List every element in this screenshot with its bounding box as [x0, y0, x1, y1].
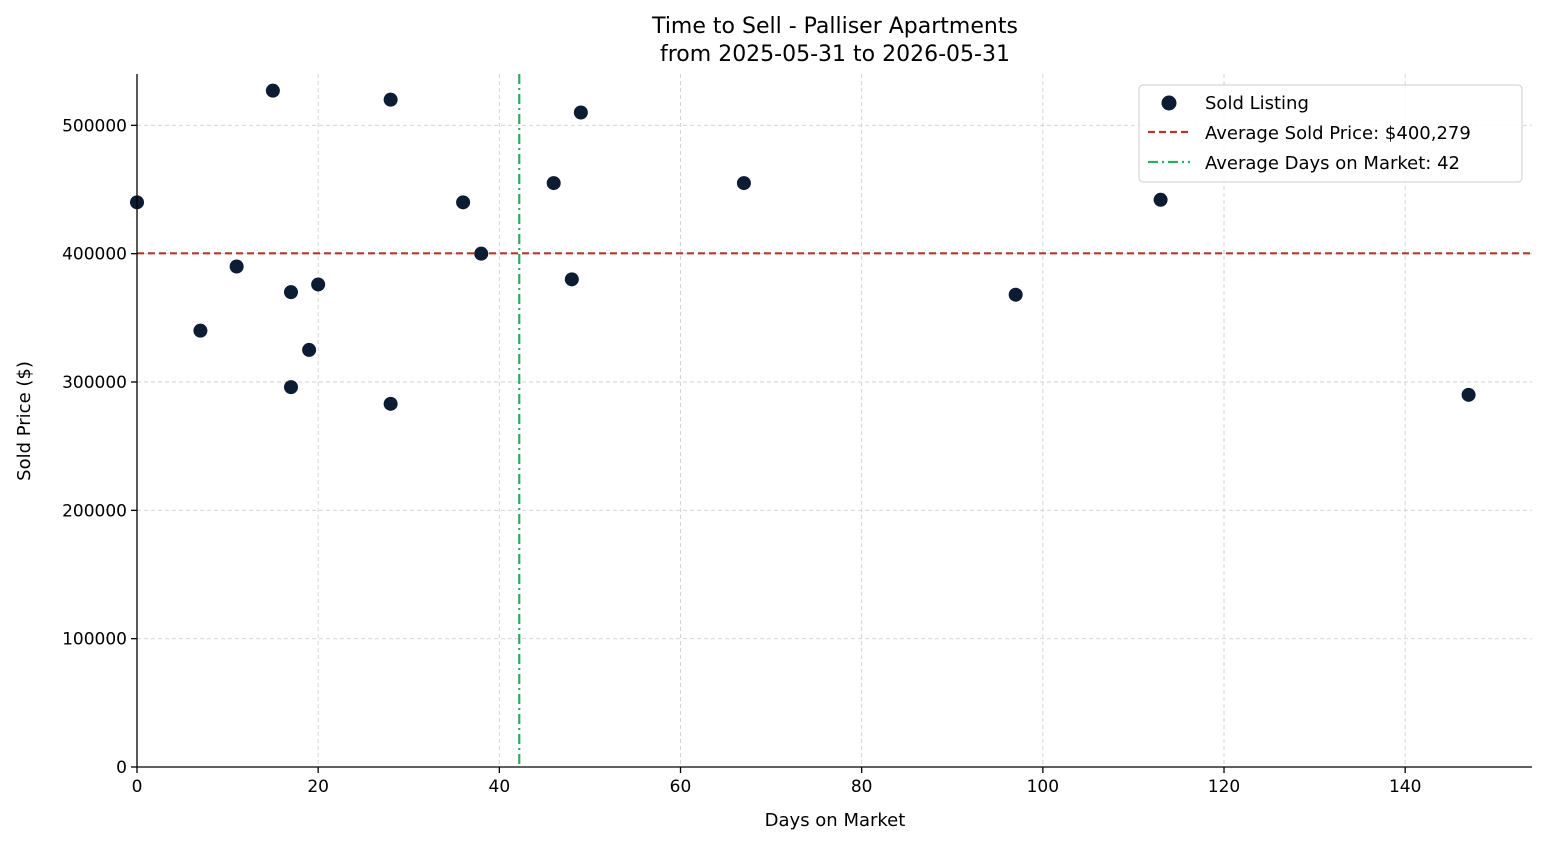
data-point-17 — [1153, 192, 1168, 207]
data-point-18 — [1461, 387, 1476, 402]
data-point-15 — [736, 176, 751, 191]
reference-lines — [137, 74, 1532, 767]
data-point-8 — [383, 92, 398, 107]
y-tick-label-4: 400000 — [62, 245, 127, 265]
y-tick-label-5: 500000 — [62, 116, 127, 136]
x-tick-label-3: 60 — [670, 777, 692, 797]
y-axis-label: Sold Price ($) — [14, 361, 35, 481]
x-tick-label-1: 20 — [307, 777, 329, 797]
axes: 0 20 40 60 80 100 120 140 0 100000 200000 300000 400… — [62, 74, 1532, 797]
x-tick-label-6: 120 — [1208, 777, 1240, 797]
x-tick-label-7: 140 — [1389, 777, 1421, 797]
data-point-7 — [311, 277, 326, 292]
data-point-10 — [456, 195, 471, 210]
data-point-13 — [564, 272, 579, 287]
data-point-6 — [302, 342, 317, 357]
data-point-16 — [1008, 287, 1023, 302]
x-tick-label-0: 0 — [132, 777, 143, 797]
y-tick-label-3: 300000 — [62, 373, 127, 393]
chart-subtitle: from 2025-05-31 to 2026-05-31 — [660, 42, 1010, 67]
y-tick-label-1: 100000 — [62, 630, 127, 650]
legend-label-sold-listing: Sold Listing — [1205, 93, 1309, 114]
legend-marker-sold-listing — [1161, 95, 1177, 111]
data-point-1 — [193, 323, 208, 338]
y-tick-label-2: 200000 — [62, 501, 127, 521]
data-point-12 — [546, 176, 561, 191]
data-point-9 — [383, 396, 398, 411]
data-point-5 — [283, 380, 298, 395]
chart-title: Time to Sell - Palliser Apartments — [651, 14, 1018, 39]
data-point-4 — [283, 285, 298, 300]
x-tick-label-5: 100 — [1027, 777, 1059, 797]
legend-label-average-price: Average Sold Price: $400,279 — [1205, 123, 1471, 144]
data-point-14 — [573, 105, 588, 120]
y-tick-label-0: 0 — [116, 758, 127, 778]
data-point-3 — [265, 83, 280, 98]
legend-label-average-days: Average Days on Market: 42 — [1205, 153, 1460, 174]
data-points — [130, 83, 1476, 411]
x-tick-label-2: 40 — [489, 777, 511, 797]
x-tick-label-4: 80 — [851, 777, 873, 797]
legend: Sold Listing Average Sold Price: $400,27… — [1138, 84, 1523, 183]
data-point-11 — [474, 246, 489, 261]
x-axis-label: Days on Market — [765, 810, 906, 831]
legend-box — [1138, 84, 1523, 183]
data-point-2 — [229, 259, 244, 274]
